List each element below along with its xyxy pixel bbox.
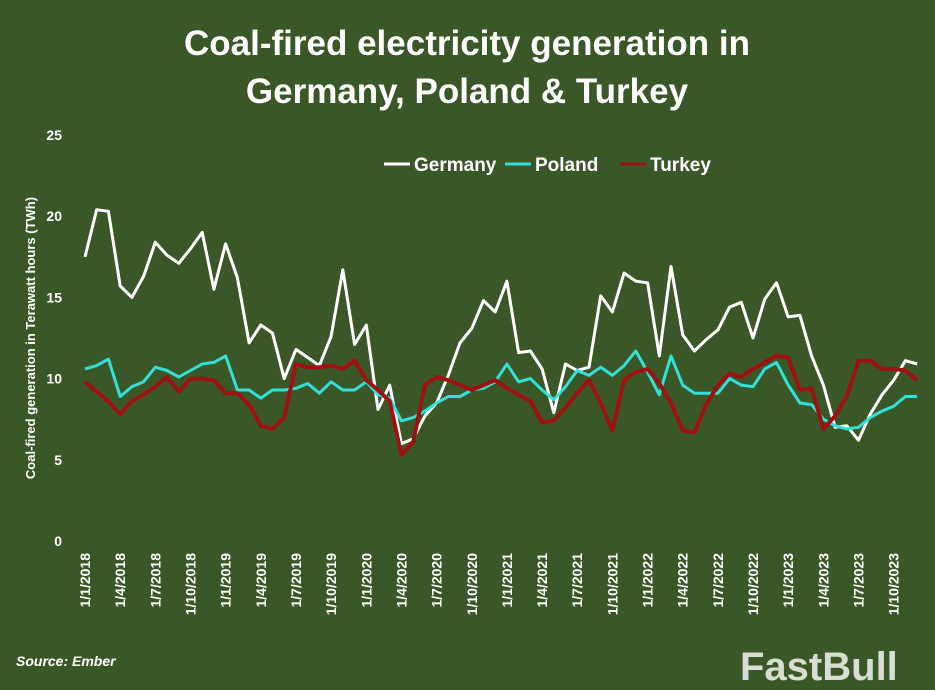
x-tick-label: 1/7/2023 [851, 553, 867, 608]
y-tick-label: 15 [46, 289, 62, 305]
source-note: Source: Ember [16, 653, 117, 669]
y-tick-label: 25 [46, 127, 62, 143]
x-tick-label: 1/4/2020 [393, 553, 409, 608]
x-tick-label: 1/7/2018 [147, 553, 163, 608]
watermark-logo: FastBull [740, 645, 898, 689]
x-tick-label: 1/7/2022 [710, 553, 726, 608]
legend-label-poland: Poland [535, 155, 598, 176]
series-line-germany [83, 208, 918, 446]
x-tick-label: 1/10/2018 [182, 553, 198, 615]
series-line-poland [84, 349, 918, 431]
x-tick-label: 1/7/2021 [569, 553, 585, 608]
x-tick-label: 1/1/2021 [499, 553, 515, 608]
x-tick-label: 1/10/2019 [323, 553, 339, 615]
x-tick-label: 1/4/2018 [112, 553, 128, 608]
legend-label-turkey: Turkey [650, 155, 711, 176]
chart-title-line-2: Germany, Poland & Turkey [246, 72, 689, 111]
y-tick-label: 20 [46, 208, 62, 224]
x-tick-label: 1/10/2021 [604, 553, 620, 615]
x-tick-label: 1/1/2018 [77, 553, 93, 608]
x-tick-label: 1/10/2023 [886, 553, 902, 615]
x-tick-label: 1/4/2023 [815, 553, 831, 608]
y-tick-label: 5 [54, 452, 62, 468]
x-tick-label: 1/1/2020 [358, 553, 374, 608]
x-tick-label: 1/4/2022 [675, 553, 691, 608]
x-tick-label: 1/10/2020 [464, 553, 480, 615]
x-tick-label: 1/1/2022 [640, 553, 656, 608]
y-tick-label: 0 [54, 533, 62, 549]
x-tick-label: 1/10/2022 [745, 553, 761, 615]
chart-title-line-1: Coal-fired electricity generation in [184, 24, 750, 63]
x-tick-label: 1/1/2023 [780, 553, 796, 608]
x-tick-label: 1/4/2019 [253, 553, 269, 608]
x-tick-label: 1/1/2019 [218, 553, 234, 608]
x-tick-label: 1/4/2021 [534, 553, 550, 608]
y-axis-label: Coal-fired generation in Terawatt hours … [23, 197, 38, 479]
x-tick-label: 1/7/2020 [429, 553, 445, 608]
legend-label-germany: Germany [414, 155, 497, 176]
y-tick-label: 10 [46, 371, 62, 387]
series-line-turkey [83, 353, 919, 457]
x-tick-label: 1/7/2019 [288, 553, 304, 608]
